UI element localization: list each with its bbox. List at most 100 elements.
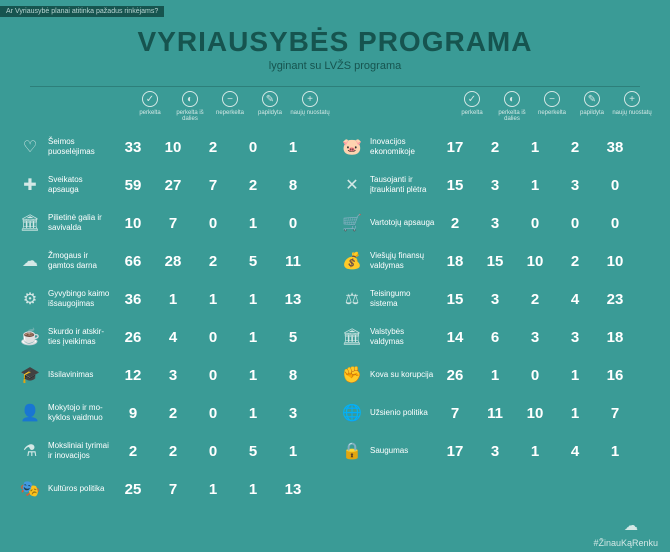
row-values: 1532423: [435, 291, 652, 308]
table-row: 🎓Išsilavinimas123018: [18, 356, 330, 394]
row-label: Žmogaus ir gamtos darna: [48, 251, 113, 270]
column-header-icon: −: [544, 91, 560, 107]
cell-value: 2: [435, 215, 475, 232]
row-label: Užsienio politika: [370, 408, 435, 418]
column-header: ◐ perkelta iš dalies: [170, 91, 210, 122]
cell-value: 13: [273, 481, 313, 498]
column-header-label: perkelta: [452, 110, 492, 116]
cell-value: 0: [595, 177, 635, 194]
cell-value: 5: [233, 443, 273, 460]
cell-value: 3: [475, 177, 515, 194]
row-icon: 🔒: [340, 439, 364, 463]
row-icon: ✊: [340, 363, 364, 387]
cell-value: 3: [555, 329, 595, 346]
cell-value: 2: [233, 177, 273, 194]
table-row: 🎭Kultūros politika2571113: [18, 470, 330, 508]
cell-value: 8: [273, 367, 313, 384]
column-header-icon: +: [624, 91, 640, 107]
column-header: +naujų nuostatų: [290, 91, 330, 122]
table-row: ⚖ Teisingumo sistema1532423: [340, 280, 652, 318]
table-row: ☕Skurdo ir atskir- ties įveikimas264015: [18, 318, 330, 356]
cell-value: 0: [273, 215, 313, 232]
row-icon: 🛒: [340, 211, 364, 235]
cell-value: 8: [273, 177, 313, 194]
column-header-icon: ◐: [504, 91, 520, 107]
column-header-icon: ✓: [464, 91, 480, 107]
cell-value: 1: [233, 329, 273, 346]
table-row: ✚Sveikatos apsauga5927728: [18, 166, 330, 204]
column-header-icon: ✎: [584, 91, 600, 107]
row-label: Vartotojų apsauga: [370, 218, 435, 228]
row-label: Kultūros politika: [48, 484, 113, 494]
footer-hashtag: #ŽinauKąRenku: [593, 538, 658, 548]
column-header-label: perkelta iš dalies: [170, 110, 210, 122]
footer-logo-icon: ☁: [624, 517, 638, 534]
table-row: ✊Kova su korupcija2610116: [340, 356, 652, 394]
cell-value: 1: [153, 291, 193, 308]
column-header-icon: ◐: [182, 91, 198, 107]
cell-value: 15: [435, 291, 475, 308]
column-header-label: perkelta iš dalies: [492, 110, 532, 122]
row-values: 3611113: [113, 291, 330, 308]
cell-value: 0: [233, 139, 273, 156]
column-header: −neperkelta: [532, 91, 572, 122]
column-headers-right: ✓perkelta◐perkelta iš dalies−neperkelta✎…: [340, 91, 652, 122]
cell-value: 38: [595, 139, 635, 156]
cell-value: 1: [233, 215, 273, 232]
row-label: Pilietinė galia ir savivalda: [48, 213, 113, 232]
left-column: ✓perkelta◐perkelta iš dalies−neperkelta✎…: [18, 91, 330, 508]
right-column: ✓perkelta◐perkelta iš dalies−neperkelta✎…: [340, 91, 652, 508]
row-icon: 👤: [18, 401, 42, 425]
cell-value: 33: [113, 139, 153, 156]
row-icon: 🎓: [18, 363, 42, 387]
table-row: 👤Mokytojo ir mo- kyklos vaidmuo92013: [18, 394, 330, 432]
cell-value: 14: [435, 329, 475, 346]
table-row: 🌐Užsienio politika7111017: [340, 394, 652, 432]
row-label: Valstybės valdymas: [370, 327, 435, 346]
row-values: 5927728: [113, 177, 330, 194]
row-values: 264015: [113, 329, 330, 346]
table-row: ♡Šeimos puoselėjimas3310201: [18, 128, 330, 166]
cell-value: 4: [555, 291, 595, 308]
cell-value: 3: [273, 405, 313, 422]
row-values: 173141: [435, 443, 652, 460]
cell-value: 2: [555, 139, 595, 156]
cell-value: 3: [153, 367, 193, 384]
column-header: ◐ perkelta iš dalies: [492, 91, 532, 122]
cell-value: 11: [475, 405, 515, 422]
column-header: ✓ perkelta: [452, 91, 492, 122]
cell-value: 26: [435, 367, 475, 384]
cell-value: 2: [193, 139, 233, 156]
row-values: 123018: [113, 367, 330, 384]
top-question: Ar Vyriausybė planai atitinka pažadus ri…: [0, 6, 164, 17]
cell-value: 4: [153, 329, 193, 346]
row-label: Mokytojo ir mo- kyklos vaidmuo: [48, 403, 113, 422]
row-label: Inovacijos ekonomikoje: [370, 137, 435, 156]
cell-value: 11: [273, 253, 313, 270]
cell-value: 10: [153, 139, 193, 156]
cell-value: 10: [515, 253, 555, 270]
cell-value: 16: [595, 367, 635, 384]
column-header-label: papildyta: [250, 110, 290, 116]
column-header: ✎papildyta: [572, 91, 612, 122]
table-row: ⚙Gyvybingo kaimo išsaugojimas3611113: [18, 280, 330, 318]
page-title: VYRIAUSYBĖS PROGRAMA: [0, 26, 670, 58]
cell-value: 10: [595, 253, 635, 270]
cell-value: 26: [113, 329, 153, 346]
cell-value: 0: [193, 367, 233, 384]
row-icon: ⚖: [340, 287, 364, 311]
row-label: Sveikatos apsauga: [48, 175, 113, 194]
column-header-label: neperkelta: [210, 110, 250, 116]
row-icon: 🏛: [340, 325, 364, 349]
cell-value: 10: [515, 405, 555, 422]
table-row: ☁Žmogaus ir gamtos darna66282511: [18, 242, 330, 280]
row-label: Teisingumo sistema: [370, 289, 435, 308]
row-label: Saugumas: [370, 446, 435, 456]
cell-value: 0: [515, 215, 555, 232]
cell-value: 0: [193, 215, 233, 232]
cell-value: 18: [435, 253, 475, 270]
cell-value: 18: [595, 329, 635, 346]
cell-value: 2: [113, 443, 153, 460]
cell-value: 3: [555, 177, 595, 194]
row-icon: ♡: [18, 135, 42, 159]
